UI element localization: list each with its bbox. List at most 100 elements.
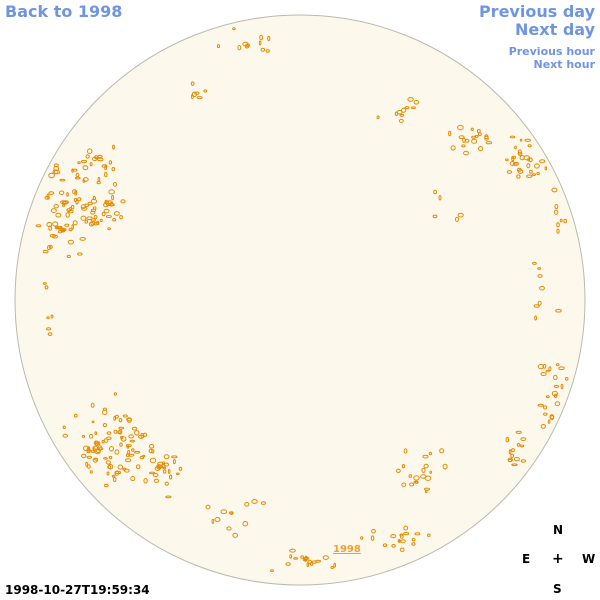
contour-speck xyxy=(111,167,116,172)
contour-speck xyxy=(94,457,99,461)
contour-speck xyxy=(534,163,540,169)
contour-speck xyxy=(516,443,521,447)
contour-speck xyxy=(93,214,98,220)
contour-speck xyxy=(259,34,264,41)
contour-speck xyxy=(558,366,565,371)
contour-speck xyxy=(540,372,547,376)
contour-speck xyxy=(476,129,481,134)
contour-speck xyxy=(270,569,274,572)
contour-speck xyxy=(48,225,53,231)
contour-speck xyxy=(390,534,397,539)
contour-speck xyxy=(302,557,308,562)
contour-speck xyxy=(519,155,525,161)
contour-speck xyxy=(524,138,531,142)
contour-speck xyxy=(300,555,305,559)
contour-speck xyxy=(438,195,442,201)
contour-speck xyxy=(534,315,537,321)
contour-speck xyxy=(171,455,178,459)
contour-speck xyxy=(371,528,376,534)
contour-speck xyxy=(559,218,563,223)
contour-speck xyxy=(439,448,445,454)
next-day-link[interactable]: Next day xyxy=(515,20,595,39)
contour-speck xyxy=(360,536,364,540)
contour-speck xyxy=(532,173,536,176)
contour-speck xyxy=(422,454,429,459)
contour-speck xyxy=(427,533,431,537)
contour-speck xyxy=(97,154,103,159)
contour-speck xyxy=(403,448,408,454)
contour-speck xyxy=(442,463,448,470)
contour-speck xyxy=(410,106,416,109)
contour-speck xyxy=(232,27,236,31)
contour-speck xyxy=(260,47,266,52)
contour-speck xyxy=(55,212,62,218)
contour-speck xyxy=(120,435,124,440)
contour-speck xyxy=(544,166,548,171)
contour-speck xyxy=(511,156,515,162)
contour-speck xyxy=(93,447,96,452)
contour-speck xyxy=(175,472,180,476)
contour-speck xyxy=(60,228,67,232)
contour-speck xyxy=(103,208,110,214)
contour-speck xyxy=(478,146,484,152)
previous-day-link[interactable]: Previous day xyxy=(478,2,595,21)
contour-speck xyxy=(113,429,118,434)
contour-speck xyxy=(423,487,431,491)
contour-speck xyxy=(285,562,291,566)
observation-timestamp: 1998-10-27T19:59:34 xyxy=(5,583,150,597)
contour-speck xyxy=(96,181,101,185)
contour-speck xyxy=(83,445,90,452)
contour-speck xyxy=(94,431,98,436)
contour-speck xyxy=(48,191,55,195)
contour-speck xyxy=(533,304,540,308)
previous-hour-link[interactable]: Previous hour xyxy=(508,45,595,58)
contour-speck xyxy=(42,249,49,254)
contour-speck xyxy=(82,179,86,183)
contour-speck xyxy=(537,364,545,370)
contour-speck xyxy=(551,390,559,397)
contour-speck xyxy=(44,285,49,290)
contour-speck xyxy=(122,414,128,418)
contour-speck xyxy=(125,458,132,463)
contour-speck xyxy=(214,517,221,522)
contour-speck xyxy=(457,124,464,131)
contour-speck xyxy=(511,448,515,453)
contour-speck xyxy=(543,405,548,410)
contour-speck xyxy=(107,465,112,469)
contour-speck xyxy=(114,449,120,455)
contour-speck xyxy=(99,218,103,222)
contour-speck xyxy=(540,424,546,429)
contour-speck xyxy=(105,215,112,218)
year-link[interactable]: 1998 xyxy=(333,544,361,555)
contour-speck xyxy=(66,208,71,212)
next-hour-link[interactable]: Next hour xyxy=(533,58,596,71)
contour-speck xyxy=(258,40,262,46)
contour-speck xyxy=(86,216,93,220)
contour-speck xyxy=(85,154,90,159)
contour-speck xyxy=(119,442,123,447)
contour-speck xyxy=(515,161,519,166)
contour-speck xyxy=(126,417,133,422)
contour-speck xyxy=(322,555,329,560)
contour-speck xyxy=(172,459,176,465)
contour-speck xyxy=(101,211,106,217)
back-to-year-link[interactable]: Back to 1998 xyxy=(5,2,123,21)
contour-speck xyxy=(555,363,560,367)
contour-speck xyxy=(394,111,399,117)
contour-speck xyxy=(35,224,42,228)
contour-speck xyxy=(403,525,409,531)
contour-speck xyxy=(293,557,299,560)
contour-speck xyxy=(400,539,406,544)
contour-speck xyxy=(66,192,69,197)
contour-speck xyxy=(102,407,108,411)
contour-speck xyxy=(114,470,120,476)
contour-speck xyxy=(421,467,426,473)
contour-speck xyxy=(70,204,75,210)
magnetogram-contours xyxy=(35,27,569,572)
contour-speck xyxy=(194,91,200,95)
contour-speck xyxy=(107,227,111,231)
contour-speck xyxy=(134,450,141,454)
contour-speck xyxy=(411,542,416,546)
contour-speck xyxy=(396,468,401,473)
